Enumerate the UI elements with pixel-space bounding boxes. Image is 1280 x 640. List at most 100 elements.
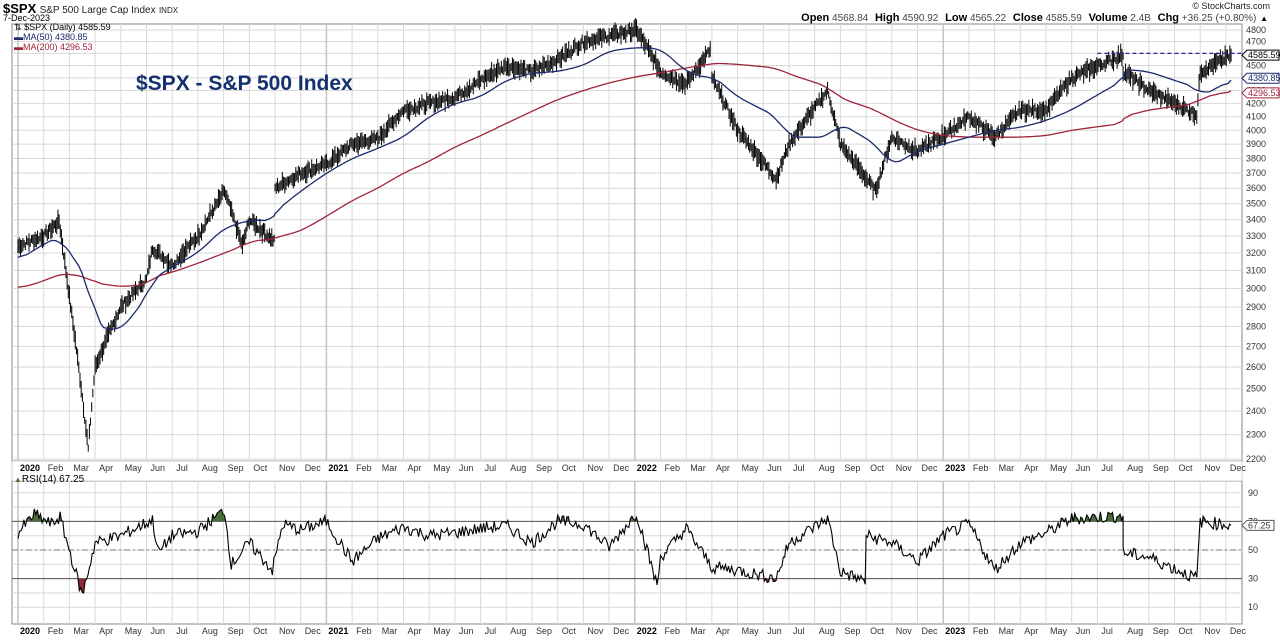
x-tick-label: 2023	[945, 463, 965, 473]
x-tick-label: Nov	[587, 626, 604, 636]
x-tick-label: Aug	[510, 626, 526, 636]
ma50-line-icon: ▬	[14, 32, 23, 42]
x-tick-label: May	[433, 626, 451, 636]
x-tick-label: Apr	[99, 463, 113, 473]
x-tick-label: Sep	[536, 463, 552, 473]
x-tick-label: May	[1050, 626, 1068, 636]
x-tick-label: 2022	[637, 626, 657, 636]
x-tick-label: Oct	[1179, 626, 1194, 636]
y-tick-label: 4200	[1246, 98, 1266, 108]
x-tick-label: Mar	[999, 463, 1015, 473]
rsi-icon: ▲	[14, 475, 22, 484]
x-tick-label: Oct	[253, 463, 268, 473]
x-tick-label: Jun	[767, 463, 782, 473]
x-tick-label: Sep	[1153, 463, 1169, 473]
y-tick-label: 3000	[1246, 283, 1266, 293]
svg-text:4380.85: 4380.85	[1248, 73, 1280, 83]
high-label: High	[874, 12, 900, 24]
symbol-description: S&P 500 Large Cap Index	[39, 5, 156, 16]
rsi-tick-label: 90	[1248, 488, 1258, 498]
close-value: 4585.59	[1045, 13, 1082, 24]
x-tick-label: Feb	[48, 463, 64, 473]
x-tick-label: Mar	[382, 463, 398, 473]
price-panel	[11, 23, 1243, 462]
y-tick-label: 3300	[1246, 231, 1266, 241]
annotation-title: $SPX - S&P 500 Index	[136, 72, 353, 95]
open-label: Open	[801, 12, 830, 24]
x-tick-label: 2022	[637, 463, 657, 473]
chart-header: $SPX S&P 500 Large Cap Index INDX	[3, 1, 178, 16]
rsi-tick-label: 30	[1248, 574, 1258, 584]
y-tick-label: 4800	[1246, 25, 1266, 35]
svg-text:4296.53: 4296.53	[1248, 88, 1280, 98]
x-tick-label: Feb	[48, 626, 64, 636]
x-tick-label: Jun	[1076, 463, 1091, 473]
y-tick-label: 3500	[1246, 199, 1266, 209]
x-tick-label: Sep	[536, 626, 552, 636]
x-tick-label: Nov	[1204, 463, 1221, 473]
x-tick-label: Jul	[485, 463, 497, 473]
x-tick-label: Jun	[151, 463, 166, 473]
x-tick-label: Mar	[690, 463, 706, 473]
x-tick-label: Feb	[356, 626, 372, 636]
volume-label: Volume	[1088, 12, 1128, 24]
x-tick-label: Aug	[510, 463, 526, 473]
x-tick-label: Apr	[1024, 463, 1038, 473]
x-tick-label: Oct	[253, 626, 268, 636]
x-tick-label: Dec	[922, 626, 939, 636]
price-bars	[17, 18, 1232, 452]
y-tick-label: 4000	[1246, 125, 1266, 135]
y-tick-label: 2200	[1246, 454, 1266, 464]
x-tick-label: Dec	[305, 626, 322, 636]
y-tick-label: 3900	[1246, 139, 1266, 149]
rsi-panel	[11, 480, 1243, 625]
x-tick-label: Sep	[228, 626, 244, 636]
copyright: © StockCharts.com	[1192, 1, 1270, 11]
x-tick-label: 2020	[20, 626, 40, 636]
x-tick-label: Aug	[202, 463, 218, 473]
x-tick-label: 2021	[328, 463, 348, 473]
x-tick-label: Jul	[176, 463, 188, 473]
x-tick-label: Dec	[922, 463, 939, 473]
x-tick-label: Mar	[382, 626, 398, 636]
high-value: 4590.92	[902, 13, 939, 24]
x-tick-label: Mar	[999, 626, 1015, 636]
y-tick-label: 2500	[1246, 384, 1266, 394]
x-tick-label: May	[125, 463, 143, 473]
x-tick-label: Aug	[819, 463, 835, 473]
x-tick-label: Apr	[716, 463, 730, 473]
low-label: Low	[945, 12, 968, 24]
legend-price: ⇅ $SPX (Daily) 4585.59	[14, 22, 111, 32]
x-tick-label: 2020	[20, 463, 40, 473]
chg-value: +36.25 (+0.80%)	[1181, 13, 1257, 24]
y-tick-label: 2900	[1246, 302, 1266, 312]
ma200-line	[17, 62, 1232, 288]
candle-icon: ⇅	[14, 22, 22, 32]
x-tick-label: Nov	[1204, 626, 1221, 636]
low-value: 4565.22	[969, 13, 1007, 24]
x-tick-label: Jul	[176, 626, 188, 636]
x-tick-label: Feb	[973, 626, 989, 636]
x-tick-label: Mar	[690, 626, 706, 636]
x-tick-label: 2023	[945, 626, 965, 636]
rsi-line	[17, 508, 1232, 594]
y-tick-label: 4700	[1246, 37, 1266, 47]
x-tick-label: Apr	[99, 626, 113, 636]
y-tick-label: 3200	[1246, 248, 1266, 258]
ohlc-bar: Open 4568.84 High 4590.92 Low 4565.22 Cl…	[801, 12, 1268, 24]
x-tick-label: Oct	[870, 626, 885, 636]
y-tick-label: 2700	[1246, 341, 1266, 351]
exchange: INDX	[158, 6, 179, 15]
y-tick-label: 2600	[1246, 362, 1266, 372]
rsi-tick-label: 10	[1248, 602, 1258, 612]
x-tick-label: Jun	[1076, 626, 1091, 636]
x-tick-label: Jul	[485, 626, 497, 636]
x-tick-label: Nov	[896, 626, 913, 636]
x-tick-label: Jul	[1101, 626, 1113, 636]
x-tick-label: Jun	[459, 463, 474, 473]
x-tick-label: Apr	[1024, 626, 1038, 636]
x-tick-label: Dec	[613, 626, 630, 636]
legend-ma50: ▬MA(50) 4380.85	[14, 32, 88, 42]
x-tick-label: Aug	[1127, 463, 1143, 473]
